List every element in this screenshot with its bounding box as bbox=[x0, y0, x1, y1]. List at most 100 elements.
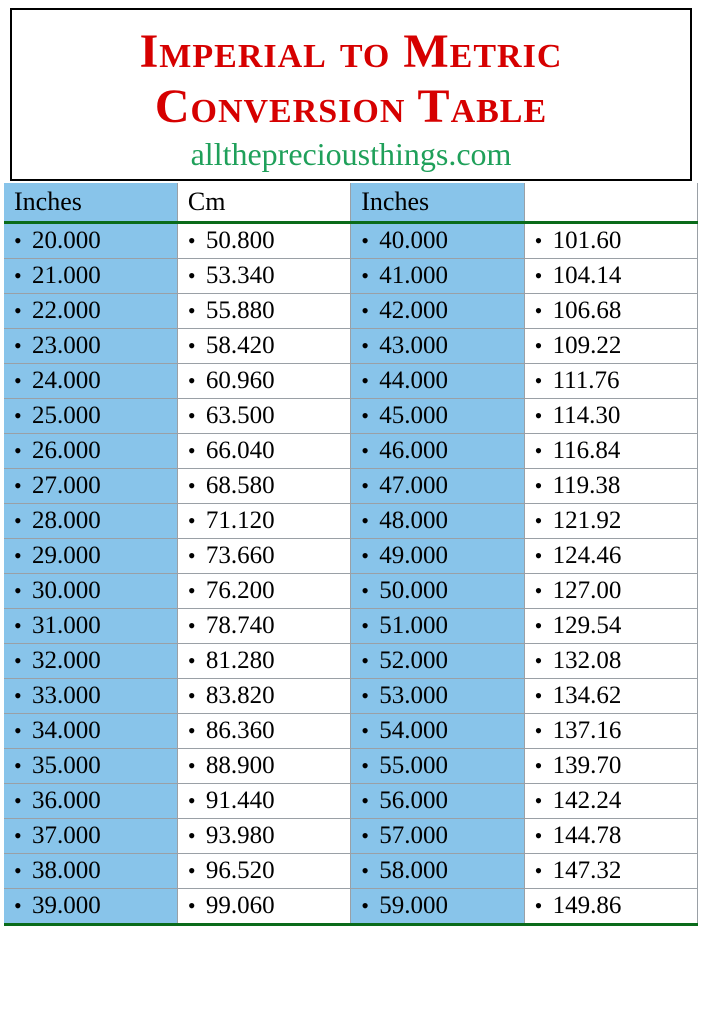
table-row: • 23.000• 58.420• 43.000• 109.22 bbox=[4, 329, 698, 364]
page-title: Imperial to Metric Conversion Table bbox=[22, 24, 680, 134]
bullet-icon: • bbox=[14, 613, 26, 638]
table-cell: • 24.000 bbox=[4, 364, 177, 399]
cell-value: 50.000 bbox=[373, 577, 448, 604]
cell-value: 44.000 bbox=[373, 367, 448, 394]
table-cell: • 127.00 bbox=[524, 574, 697, 609]
cell-value: 144.78 bbox=[546, 822, 621, 849]
cell-value: 149.86 bbox=[546, 892, 621, 919]
table-cell: • 57.000 bbox=[351, 819, 524, 854]
cell-value: 119.38 bbox=[546, 472, 620, 499]
table-cell: • 23.000 bbox=[4, 329, 177, 364]
table-cell: • 35.000 bbox=[4, 749, 177, 784]
bullet-icon: • bbox=[14, 298, 26, 323]
bullet-icon: • bbox=[188, 228, 200, 253]
table-cell: • 41.000 bbox=[351, 259, 524, 294]
table-cell: • 36.000 bbox=[4, 784, 177, 819]
table-cell: • 54.000 bbox=[351, 714, 524, 749]
bullet-icon: • bbox=[188, 893, 200, 918]
cell-value: 106.68 bbox=[546, 297, 621, 324]
bullet-icon: • bbox=[188, 788, 200, 813]
cell-value: 139.70 bbox=[546, 752, 621, 779]
bullet-icon: • bbox=[188, 263, 200, 288]
bullet-icon: • bbox=[361, 403, 373, 428]
bullet-icon: • bbox=[361, 613, 373, 638]
bullet-icon: • bbox=[14, 753, 26, 778]
bullet-icon: • bbox=[535, 298, 547, 323]
cell-value: 88.900 bbox=[200, 752, 275, 779]
table-cell: • 63.500 bbox=[177, 399, 350, 434]
table-cell: • 31.000 bbox=[4, 609, 177, 644]
table-cell: • 47.000 bbox=[351, 469, 524, 504]
bullet-icon: • bbox=[14, 333, 26, 358]
cell-value: 55.000 bbox=[373, 752, 448, 779]
bullet-icon: • bbox=[361, 753, 373, 778]
bullet-icon: • bbox=[14, 543, 26, 568]
bullet-icon: • bbox=[535, 263, 547, 288]
bullet-icon: • bbox=[14, 718, 26, 743]
bullet-icon: • bbox=[14, 403, 26, 428]
cell-value: 55.880 bbox=[200, 297, 275, 324]
cell-value: 32.000 bbox=[26, 647, 101, 674]
cell-value: 25.000 bbox=[26, 402, 101, 429]
table-cell: • 88.900 bbox=[177, 749, 350, 784]
column-header bbox=[524, 183, 697, 223]
bullet-icon: • bbox=[361, 823, 373, 848]
table-cell: • 34.000 bbox=[4, 714, 177, 749]
bullet-icon: • bbox=[14, 858, 26, 883]
column-header: Inches bbox=[4, 183, 177, 223]
table-cell: • 83.820 bbox=[177, 679, 350, 714]
bullet-icon: • bbox=[14, 578, 26, 603]
table-row: • 31.000• 78.740• 51.000• 129.54 bbox=[4, 609, 698, 644]
cell-value: 83.820 bbox=[200, 682, 275, 709]
table-cell: • 44.000 bbox=[351, 364, 524, 399]
cell-value: 38.000 bbox=[26, 857, 101, 884]
conversion-table: InchesCmInches • 20.000• 50.800• 40.000•… bbox=[4, 183, 698, 926]
bullet-icon: • bbox=[188, 403, 200, 428]
table-cell: • 26.000 bbox=[4, 434, 177, 469]
table-cell: • 59.000 bbox=[351, 889, 524, 925]
table-cell: • 37.000 bbox=[4, 819, 177, 854]
table-cell: • 86.360 bbox=[177, 714, 350, 749]
bullet-icon: • bbox=[535, 683, 547, 708]
table-row: • 30.000• 76.200• 50.000• 127.00 bbox=[4, 574, 698, 609]
table-cell: • 132.08 bbox=[524, 644, 697, 679]
bullet-icon: • bbox=[535, 823, 547, 848]
cell-value: 29.000 bbox=[26, 542, 101, 569]
table-cell: • 109.22 bbox=[524, 329, 697, 364]
cell-value: 42.000 bbox=[373, 297, 448, 324]
cell-value: 86.360 bbox=[200, 717, 275, 744]
bullet-icon: • bbox=[188, 613, 200, 638]
cell-value: 96.520 bbox=[200, 857, 275, 884]
bullet-icon: • bbox=[535, 508, 547, 533]
cell-value: 58.420 bbox=[200, 332, 275, 359]
bullet-icon: • bbox=[361, 788, 373, 813]
cell-value: 27.000 bbox=[26, 472, 101, 499]
bullet-icon: • bbox=[535, 753, 547, 778]
table-cell: • 42.000 bbox=[351, 294, 524, 329]
table-cell: • 106.68 bbox=[524, 294, 697, 329]
table-cell: • 78.740 bbox=[177, 609, 350, 644]
table-cell: • 58.420 bbox=[177, 329, 350, 364]
bullet-icon: • bbox=[361, 858, 373, 883]
bullet-icon: • bbox=[535, 403, 547, 428]
bullet-icon: • bbox=[188, 683, 200, 708]
bullet-icon: • bbox=[361, 438, 373, 463]
cell-value: 36.000 bbox=[26, 787, 101, 814]
conversion-table-wrap: InchesCmInches • 20.000• 50.800• 40.000•… bbox=[4, 183, 698, 926]
cell-value: 114.30 bbox=[546, 402, 620, 429]
table-cell: • 29.000 bbox=[4, 539, 177, 574]
bullet-icon: • bbox=[14, 263, 26, 288]
cell-value: 52.000 bbox=[373, 647, 448, 674]
table-cell: • 93.980 bbox=[177, 819, 350, 854]
bullet-icon: • bbox=[361, 543, 373, 568]
table-cell: • 73.660 bbox=[177, 539, 350, 574]
cell-value: 71.120 bbox=[200, 507, 275, 534]
cell-value: 22.000 bbox=[26, 297, 101, 324]
table-cell: • 45.000 bbox=[351, 399, 524, 434]
table-row: • 35.000• 88.900• 55.000• 139.70 bbox=[4, 749, 698, 784]
table-row: • 28.000• 71.120• 48.000• 121.92 bbox=[4, 504, 698, 539]
bullet-icon: • bbox=[535, 543, 547, 568]
bullet-icon: • bbox=[361, 228, 373, 253]
bullet-icon: • bbox=[361, 893, 373, 918]
cell-value: 30.000 bbox=[26, 577, 101, 604]
